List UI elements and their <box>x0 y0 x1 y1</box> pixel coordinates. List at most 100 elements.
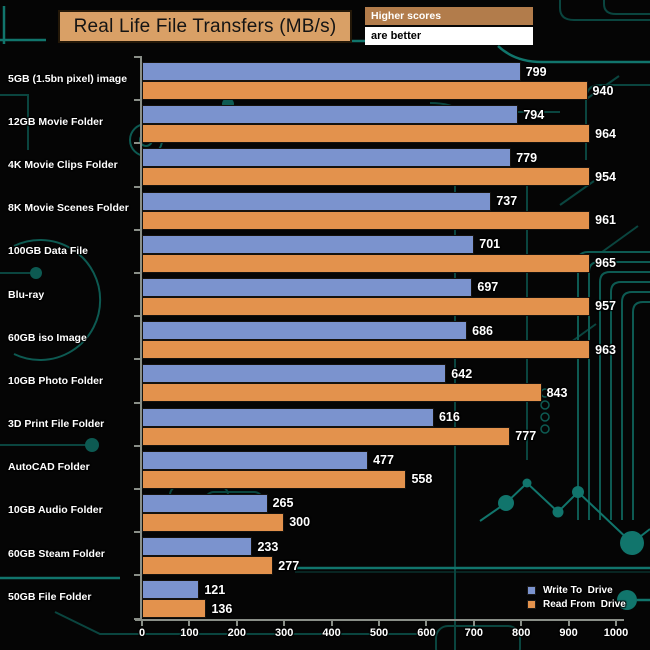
chart-title: Real Life File Transfers (MB/s) <box>58 10 352 43</box>
read-bar-track: 300 <box>142 512 616 532</box>
read-bar <box>142 556 274 576</box>
read-bar <box>142 383 542 403</box>
bar-value-label: 277 <box>278 558 300 573</box>
y-axis-tick <box>134 56 141 58</box>
write-bar <box>142 277 473 297</box>
bar-value-label: 642 <box>451 366 473 381</box>
x-axis-tick <box>378 621 380 626</box>
bar-value-label: 963 <box>595 342 616 357</box>
category-label: 10GB Audio Folder <box>8 504 103 517</box>
bar-value-label: 777 <box>515 429 537 443</box>
bar-value-label: 136 <box>211 601 233 616</box>
bar-value-label: 794 <box>523 107 545 122</box>
bar-value-label: 965 <box>595 256 616 271</box>
read-bar-track: 965 <box>142 253 616 273</box>
category-label: 50GB File Folder <box>8 590 92 603</box>
category-label: AutoCAD Folder <box>8 461 90 474</box>
legend-label: Write To Drive <box>543 585 613 596</box>
read-bar-track: 963 <box>142 340 616 360</box>
bar-row: 642 843 <box>142 359 616 403</box>
read-bar-track: 558 <box>142 469 616 489</box>
x-axis-tick-label: 100 <box>180 627 199 639</box>
write-bar <box>142 105 519 125</box>
x-axis-tick-label: 800 <box>512 627 531 639</box>
bar-value-label: 799 <box>525 64 547 79</box>
y-axis <box>140 56 142 621</box>
write-bar <box>142 580 200 600</box>
x-axis-tick-label: 700 <box>464 627 483 639</box>
category-label: 100GB Data File <box>8 245 88 258</box>
x-axis-tick <box>188 621 191 626</box>
read-bar <box>142 340 591 360</box>
y-axis-tick <box>134 574 141 577</box>
category-label: 8K Movie Scenes Folder <box>8 202 129 215</box>
y-axis-tick <box>134 531 141 534</box>
read-bar-track: 954 <box>142 167 616 187</box>
x-axis-tick-label: 0 <box>138 627 146 639</box>
bar-value-label: 940 <box>592 83 614 98</box>
legend-item-read: Read From Drive <box>527 599 626 610</box>
higher-scores-note: Higher scores are better <box>365 7 533 45</box>
bar-row: 799 940 <box>142 57 616 100</box>
bar-row: 616 777 <box>142 403 616 446</box>
write-bar <box>142 321 468 341</box>
write-bar-track: 616 <box>142 407 616 427</box>
x-axis-tick-label: 1000 <box>603 627 629 639</box>
write-bar <box>142 450 369 470</box>
write-bar-track: 701 <box>142 234 616 254</box>
category-label: 12GB Movie Folder <box>8 115 104 128</box>
write-bar <box>142 191 492 211</box>
bar-value-label: 477 <box>373 453 394 468</box>
x-axis-tick <box>141 621 143 626</box>
x-axis-tick <box>472 621 475 626</box>
category-label: Blu-ray <box>8 288 45 301</box>
bar-value-label: 737 <box>496 194 518 209</box>
x-axis-tick <box>283 621 286 626</box>
y-axis-tick <box>134 99 141 102</box>
y-axis-tick <box>134 401 141 404</box>
bar-row: 701 965 <box>142 230 616 273</box>
category-labels: 5GB (1.5bn pixel) image 12GB Movie Folder… <box>0 57 134 618</box>
write-bar <box>142 234 475 254</box>
y-axis-tick <box>134 185 141 188</box>
read-bar <box>142 599 207 619</box>
bar-row: 779 954 <box>142 143 616 187</box>
category-label: 60GB iso Image <box>8 331 87 344</box>
y-axis-tick <box>134 488 141 490</box>
write-bar-track: 794 <box>142 105 616 125</box>
bar-row: 477 558 <box>142 446 616 489</box>
category-label: 4K Movie Clips Folder <box>8 158 118 171</box>
read-bar-track: 136 <box>142 599 616 619</box>
y-axis-tick <box>134 142 141 145</box>
read-swatch-icon <box>527 600 536 609</box>
category-label: 60GB Steam Folder <box>8 547 105 560</box>
bar-value-label: 954 <box>595 169 616 184</box>
bar-row: 121 136 <box>142 575 616 619</box>
read-bar <box>142 296 591 316</box>
read-bar <box>142 81 588 100</box>
y-axis-tick <box>134 358 141 361</box>
bar-value-label: 558 <box>411 472 433 487</box>
y-axis-tick <box>134 228 141 231</box>
y-axis-tick <box>134 272 141 274</box>
bar-plot: 799 940 794 964 779 954 737 961 701 965 697 957 686 9… <box>142 57 616 619</box>
read-bar <box>142 512 285 532</box>
x-axis-tick <box>567 621 570 626</box>
write-bar <box>142 148 512 168</box>
bar-value-label: 233 <box>257 539 279 554</box>
bar-value-label: 843 <box>546 385 568 400</box>
write-bar-track: 737 <box>142 191 616 211</box>
x-axis-tick <box>330 621 333 626</box>
read-bar <box>142 167 591 187</box>
x-axis-tick <box>520 621 523 626</box>
legend: Write To Drive Read From Drive <box>527 585 626 613</box>
category-label: 3D Print File Folder <box>8 418 105 431</box>
note-header-text: Higher scores <box>365 7 533 25</box>
write-bar <box>142 407 434 427</box>
read-bar-track: 777 <box>142 426 616 446</box>
y-axis-ticks <box>134 56 141 620</box>
read-bar-track: 843 <box>142 383 616 403</box>
read-bar-track: 957 <box>142 296 616 316</box>
